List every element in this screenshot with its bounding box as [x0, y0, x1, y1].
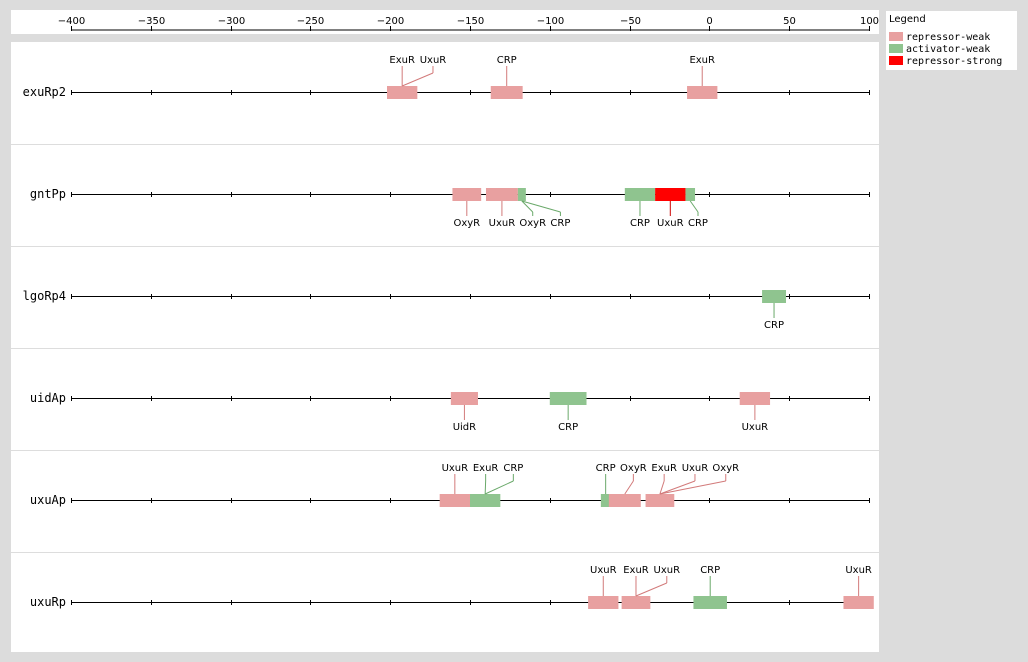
top-axis-tick-label: 100 [860, 16, 879, 27]
site-label: CRP [596, 463, 616, 474]
top-axis-tick-label: 50 [783, 16, 796, 27]
legend-item-repressor-strong: repressor-strong [889, 55, 1003, 68]
site-connector [689, 200, 699, 213]
site-label: CRP [700, 565, 720, 576]
site-label: CRP [630, 218, 650, 229]
legend-swatch-repressor-strong [889, 55, 903, 65]
site-connector [659, 480, 696, 495]
legend-box: Legend repressor-weak activator-weak rep… [886, 11, 1017, 70]
site-label: UxuR [742, 422, 769, 433]
site-box-repressor-weak [387, 86, 418, 99]
site-connector [659, 480, 665, 495]
site-box-repressor-strong [655, 188, 686, 201]
site-label: UxuR [420, 55, 447, 66]
site-box-repressor-weak [452, 188, 482, 201]
site-box-activator-weak [693, 596, 727, 609]
site-box-repressor-weak [490, 86, 523, 99]
site-label: UxuR [845, 565, 872, 576]
site-label: UxuR [654, 565, 681, 576]
site-label: UidR [453, 422, 476, 433]
site-box-repressor-weak [687, 86, 718, 99]
site-box-activator-weak [600, 494, 611, 507]
promoter-name: gntPp [30, 187, 66, 201]
site-connector [521, 200, 534, 213]
legend-swatch-repressor-weak [889, 31, 903, 41]
site-box-activator-weak [762, 290, 787, 303]
top-axis-tick-label: −350 [138, 16, 165, 27]
top-axis-tick-label: −400 [58, 16, 85, 27]
legend-label-repressor-strong: repressor-strong [906, 56, 1003, 67]
promoter-name: uxuAp [30, 493, 66, 507]
site-label: CRP [550, 218, 570, 229]
main-panel [11, 42, 879, 652]
site-box-repressor-weak [450, 392, 478, 405]
promoter-name: exuRp2 [23, 85, 66, 99]
site-connector [635, 582, 667, 597]
promoter-name: uxuRp [30, 595, 66, 609]
top-axis-tick-label: −100 [537, 16, 564, 27]
site-label: ExuR [689, 55, 715, 66]
site-label: OxyR [453, 218, 480, 229]
site-box-repressor-weak [843, 596, 874, 609]
site-box-repressor-weak [645, 494, 675, 507]
site-box-repressor-weak [439, 494, 470, 507]
legend-label-activator-weak: activator-weak [906, 44, 991, 55]
site-label: UxuR [442, 463, 469, 474]
legend-title: Legend [889, 14, 926, 25]
site-box-activator-weak [517, 188, 526, 201]
site-box-repressor-weak [485, 188, 518, 201]
site-label: CRP [688, 218, 708, 229]
site-box-repressor-weak [621, 596, 651, 609]
site-connector [659, 480, 726, 495]
site-box-activator-weak [549, 392, 587, 405]
site-connector [401, 72, 434, 87]
site-label: ExuR [623, 565, 649, 576]
site-label: UxuR [682, 463, 709, 474]
site-label: OxyR [519, 218, 546, 229]
site-box-activator-weak [624, 188, 656, 201]
site-label: ExuR [389, 55, 415, 66]
site-box-repressor-weak [608, 494, 641, 507]
legend-item-repressor-weak: repressor-weak [889, 31, 991, 44]
top-axis-tick-label: −150 [457, 16, 484, 27]
top-axis-tick-label: −300 [218, 16, 245, 27]
site-box-repressor-weak [739, 392, 771, 405]
site-label: UxuR [590, 565, 617, 576]
site-label: CRP [503, 463, 523, 474]
site-label: CRP [558, 422, 578, 433]
legend-swatch-activator-weak [889, 43, 903, 53]
top-axis-tick-label: −50 [620, 16, 641, 27]
site-label: CRP [764, 320, 784, 331]
top-axis-tick-label: 0 [706, 16, 712, 27]
top-axis-tick-label: −200 [377, 16, 404, 27]
site-label: UxuR [489, 218, 516, 229]
legend-item-activator-weak: activator-weak [889, 43, 991, 56]
site-label: CRP [497, 55, 517, 66]
site-box-activator-weak [685, 188, 696, 201]
site-connector [624, 480, 634, 495]
site-label: OxyR [712, 463, 739, 474]
site-label: ExuR [473, 463, 499, 474]
top-axis-tick-label: −250 [297, 16, 324, 27]
promoter-name: lgoRp4 [23, 289, 66, 303]
site-connector [521, 200, 561, 213]
site-connector [484, 480, 514, 495]
site-box-repressor-weak [588, 596, 619, 609]
site-label: OxyR [620, 463, 647, 474]
site-box-activator-weak [470, 494, 501, 507]
promoter-name: uidAp [30, 391, 66, 405]
site-label: ExuR [651, 463, 677, 474]
site-label: UxuR [657, 218, 684, 229]
legend-label-repressor-weak: repressor-weak [906, 32, 991, 43]
